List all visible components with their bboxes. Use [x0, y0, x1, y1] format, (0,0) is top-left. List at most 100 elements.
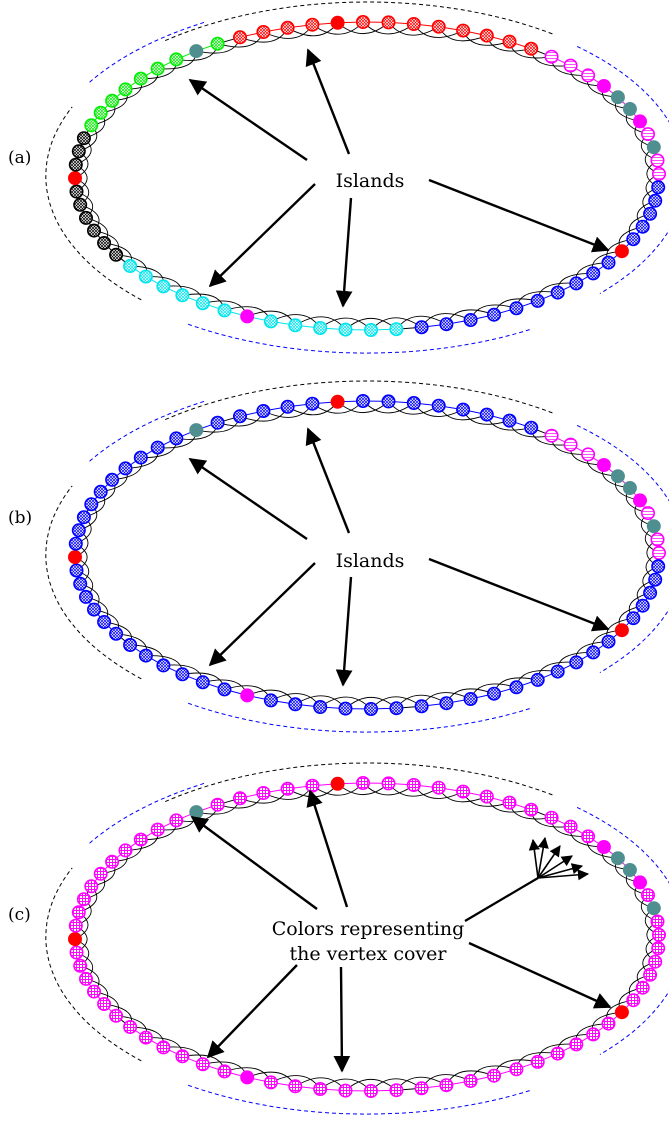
vertex — [637, 600, 649, 612]
vertex — [637, 221, 649, 233]
dashed-guide-arc — [188, 324, 530, 353]
vertex — [176, 668, 188, 680]
panel-b-letter: (b) — [8, 508, 32, 528]
vertex — [644, 969, 656, 981]
vertex — [80, 591, 92, 603]
highlighted-vertex — [190, 424, 202, 436]
highlighted-vertex — [634, 876, 646, 888]
highlighted-vertex — [616, 245, 628, 257]
vertex — [289, 319, 301, 331]
vertex — [587, 1028, 599, 1040]
vertex — [457, 24, 469, 36]
vertex — [218, 683, 230, 695]
vertex — [110, 628, 122, 640]
vertex — [651, 915, 663, 927]
vertex — [464, 1075, 476, 1087]
highlighted-vertex — [69, 933, 81, 945]
vertex — [152, 823, 164, 835]
callout-arrow — [308, 429, 349, 533]
highlighted-vertex — [331, 396, 343, 408]
vertex — [357, 395, 369, 407]
vertex — [70, 159, 82, 171]
vertex — [306, 19, 318, 31]
panel-a-letter: (a) — [8, 148, 31, 168]
vertex — [390, 702, 402, 714]
vertex — [510, 1063, 522, 1075]
vertex — [70, 538, 82, 550]
vertex — [124, 260, 136, 272]
vertex — [95, 868, 107, 880]
vertex — [481, 29, 493, 41]
vertex — [488, 688, 500, 700]
vertex — [152, 441, 164, 453]
vertex — [457, 403, 469, 415]
vertex — [176, 289, 188, 301]
vertex — [95, 107, 107, 119]
callout-arrow — [190, 80, 307, 160]
vertex — [70, 946, 82, 958]
vertex — [218, 1065, 230, 1077]
vertex — [106, 474, 118, 486]
vertex — [627, 612, 639, 624]
vertex — [408, 779, 420, 791]
vertex — [197, 676, 209, 688]
vertex — [653, 929, 665, 941]
dashed-guide-arc — [188, 1085, 530, 1114]
callout-arrow — [469, 943, 610, 1007]
vertex — [602, 1017, 614, 1029]
vertex — [85, 498, 97, 510]
vertex — [339, 702, 351, 714]
vertex — [408, 397, 420, 409]
vertex — [637, 982, 649, 994]
vertex — [88, 224, 100, 236]
vertex — [234, 792, 246, 804]
callout-arrow — [429, 180, 608, 250]
highlighted-vertex — [241, 310, 253, 322]
vertex — [357, 777, 369, 789]
vertex — [70, 564, 82, 576]
vertex — [124, 639, 136, 651]
vertex — [119, 83, 131, 95]
vertex — [74, 199, 86, 211]
vertex — [503, 796, 515, 808]
vertex — [73, 145, 85, 157]
vertex — [552, 286, 564, 298]
vertex — [481, 790, 493, 802]
vertex — [649, 574, 661, 586]
vertex — [265, 315, 277, 327]
vertex — [545, 812, 557, 824]
vertex — [119, 462, 131, 474]
vertex — [653, 168, 665, 180]
vertex — [70, 920, 82, 932]
vertex — [257, 787, 269, 799]
vertex — [110, 249, 122, 261]
vertex — [289, 698, 301, 710]
vertex — [642, 128, 654, 140]
callout-arrow — [208, 965, 297, 1057]
vertex — [95, 486, 107, 498]
vertex — [582, 830, 594, 842]
highlighted-vertex — [69, 551, 81, 563]
vertex — [289, 1080, 301, 1092]
callout-arrow — [310, 791, 347, 907]
vertex — [357, 16, 369, 28]
vertex — [433, 400, 445, 412]
vertex — [265, 1076, 277, 1088]
callout-arrow — [465, 878, 538, 921]
vertex — [70, 185, 82, 197]
callout-arrow — [343, 577, 351, 685]
vertex — [649, 956, 661, 968]
callout-arrow — [192, 817, 317, 909]
vertex — [503, 35, 515, 47]
vertex — [433, 21, 445, 33]
vertex — [124, 1021, 136, 1033]
vertex — [197, 1058, 209, 1070]
panel-c-letter: (c) — [8, 905, 31, 925]
highlighted-vertex — [616, 1006, 628, 1018]
highlighted-vertex — [190, 806, 202, 818]
vertex — [106, 856, 118, 868]
callout-arrow — [190, 459, 307, 539]
highlighted-vertex — [624, 103, 636, 115]
vertex — [257, 26, 269, 38]
vertex — [532, 674, 544, 686]
